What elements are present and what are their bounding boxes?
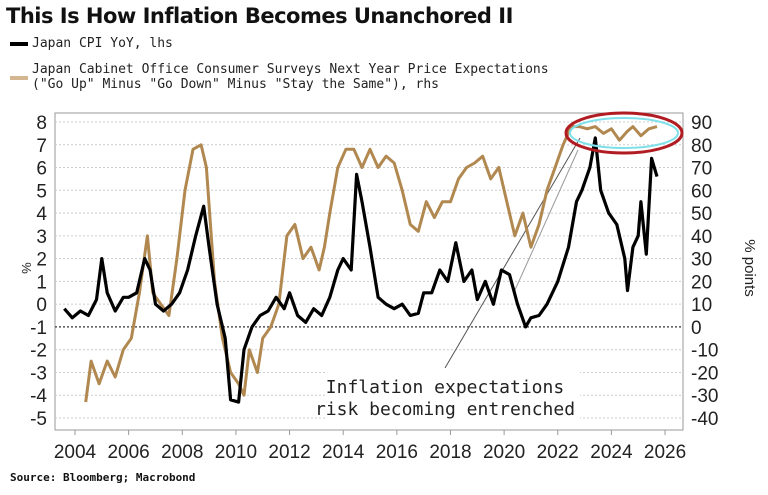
- y-tick-left: -4: [30, 386, 47, 407]
- x-tick-label: 2010: [215, 442, 257, 463]
- series-line-cpi: [63, 136, 659, 404]
- y-tick-right: 80: [691, 136, 712, 157]
- x-tick-label: 2014: [322, 442, 365, 463]
- plot-frame: [54, 112, 684, 431]
- legend-label: Japan Cabinet Office Consumer Surveys Ne…: [32, 62, 549, 77]
- y-tick-right: 30: [691, 250, 712, 271]
- x-tick-label: 2006: [107, 442, 149, 463]
- y-tick-right: 20: [691, 272, 712, 293]
- y-tick-right: -20: [691, 363, 718, 384]
- y-tick-left: -2: [30, 341, 47, 362]
- y-tick-left: -3: [30, 363, 47, 384]
- y-tick-left: 8: [36, 113, 47, 134]
- legend-item-expectations: Japan Cabinet Office Consumer Surveys Ne…: [10, 62, 549, 92]
- y-tick-left: 1: [36, 272, 47, 293]
- x-tick-label: 2018: [429, 442, 471, 463]
- annotation-text: Inflation expectations: [326, 377, 564, 398]
- y-tick-right: -10: [691, 341, 718, 362]
- y-tick-left: -5: [30, 409, 47, 430]
- y-tick-right: 90: [691, 113, 712, 134]
- y-tick-left: 0: [36, 295, 47, 316]
- x-tick-label: 2022: [537, 442, 579, 463]
- source-note: Source: Bloomberg; Macrobond: [10, 471, 196, 484]
- x-tick-label: 2012: [268, 442, 310, 463]
- highlight-ellipse: [564, 111, 684, 155]
- annotation-pointer: [514, 149, 579, 291]
- chart-title: This Is How Inflation Becomes Unanchored…: [6, 4, 513, 28]
- y-tick-left: 5: [36, 181, 47, 202]
- y-tick-right: 0: [691, 318, 702, 339]
- y-tick-right: 50: [691, 204, 712, 225]
- y-tick-right: 70: [691, 159, 712, 180]
- y-axis-label-right: % points: [741, 239, 758, 297]
- y-tick-left: 4: [36, 204, 47, 225]
- x-tick-label: 2024: [590, 442, 633, 463]
- y-tick-left: -1: [30, 318, 47, 339]
- legend-swatch-tan: [10, 75, 28, 80]
- legend-item-cpi: Japan CPI YoY, lhs: [10, 36, 173, 51]
- x-tick-label: 2004: [54, 442, 97, 463]
- y-tick-right: -40: [691, 409, 718, 430]
- y-tick-right: 40: [691, 227, 712, 248]
- series-line-expectations: [84, 125, 658, 403]
- highlight-ellipse-inner: [569, 117, 679, 149]
- y-tick-right: 60: [691, 181, 712, 202]
- y-axis-label-left: %: [19, 262, 34, 274]
- legend-label: ("Go Up" Minus "Go Down" Minus "Stay the…: [32, 77, 439, 92]
- y-tick-left: 7: [36, 136, 47, 157]
- legend-swatch-black: [10, 41, 28, 46]
- x-tick-label: 2026: [644, 442, 686, 463]
- y-tick-left: 2: [36, 250, 47, 271]
- annotation-bg: [325, 372, 580, 420]
- y-tick-right: 10: [691, 295, 712, 316]
- x-tick-label: 2020: [483, 442, 525, 463]
- y-tick-left: 3: [36, 227, 47, 248]
- annotation-text: risk becoming entrenched: [315, 399, 575, 420]
- annotation-pointer: [444, 137, 581, 369]
- y-tick-left: 6: [36, 159, 47, 180]
- y-tick-right: -30: [691, 386, 718, 407]
- x-tick-label: 2016: [376, 442, 418, 463]
- legend-label: Japan CPI YoY, lhs: [32, 36, 173, 51]
- x-tick-label: 2008: [161, 442, 203, 463]
